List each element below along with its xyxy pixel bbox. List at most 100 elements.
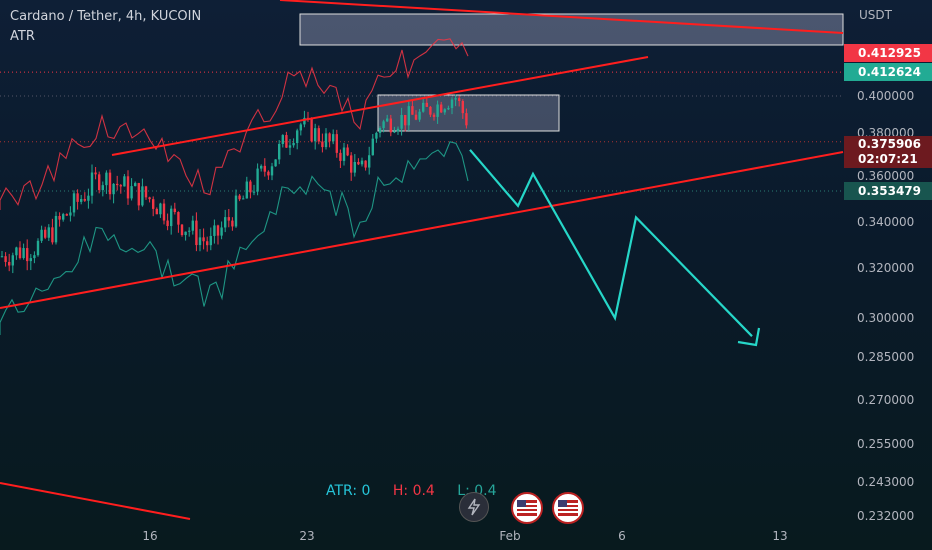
projection-path [469,149,753,337]
candle-body [400,114,403,129]
candle-body [288,145,292,148]
candle-body [447,108,450,110]
candle-body [443,109,446,113]
candle-body [285,135,288,148]
candle-body [26,248,29,262]
candle-body [62,214,65,220]
candle-body [242,198,245,200]
candle-body [33,255,36,259]
candle-body [90,172,94,196]
price-badge-indicator: 0.353479 [844,182,932,200]
candle-body [411,106,414,115]
candle-body [144,186,148,198]
candle-body [112,183,115,195]
x-tick-label: 23 [299,529,314,543]
candle-body [155,208,158,215]
candle-body [454,98,457,100]
candle-body [440,104,443,113]
candle-body [105,172,108,186]
candles-layer [0,94,468,274]
candle-body [87,195,90,201]
candle-body [364,160,367,168]
candle-body [299,124,302,131]
candle-body [425,102,428,107]
candle-body [267,171,270,176]
candle-body [80,198,83,202]
candle-body [393,131,396,133]
candle-body [15,247,18,256]
candle-body [353,161,356,173]
indicator-label: ATR [10,29,35,44]
candle-body [371,138,374,156]
candle-body [152,199,155,209]
zones-layer [299,13,844,132]
last-price: 0.375906 [858,137,922,151]
candle-body [195,220,198,246]
candle-body [375,132,378,139]
candle-body [227,217,230,221]
candle-body [378,127,382,133]
candle-body [465,113,468,126]
candle-body [321,141,324,148]
candle-body [396,128,400,132]
chart-title: Cardano / Tether, 4h, KUCOIN [10,9,202,24]
trend-line [0,151,844,309]
candle-body [422,102,425,112]
y-tick-label: 0.255000 [857,437,914,451]
lightning-icon[interactable] [459,492,489,522]
upper-band-line [0,38,469,210]
candle-body [126,176,130,199]
y-tick-label: 0.340000 [857,215,914,229]
candle-body [328,133,331,142]
candle-body [386,118,389,122]
candle-body [429,106,432,115]
candle-body [173,208,176,213]
candle-body [350,155,353,173]
candle-body [54,215,58,243]
candle-body [162,203,166,221]
supply-zone [299,13,844,46]
candle-body [191,220,194,231]
candle-body [108,172,112,195]
candle-body [368,155,371,168]
candle-body [198,237,202,246]
candle-body [382,121,385,128]
candle-body [360,160,364,165]
candle-body [22,248,25,259]
us-flag-icon[interactable] [552,492,584,524]
candle-body [58,215,61,220]
candle-body [310,118,313,142]
trend-line [0,482,191,520]
candle-body [116,183,119,186]
candle-body [346,147,349,156]
candle-body [184,231,187,236]
candle-body [296,130,299,144]
candle-body [281,135,284,144]
x-tick-label: Feb [499,529,520,543]
projection-arrowhead [737,327,761,347]
candle-body [188,230,191,232]
us-flag-icon[interactable] [511,492,543,524]
candle-body [119,185,122,187]
y-tick-label: 0.360000 [857,169,914,183]
candle-body [245,181,248,199]
candle-body [101,185,104,191]
candle-body [0,256,4,258]
candle-body [170,208,173,227]
candle-body [252,191,256,193]
trend-line [279,0,844,34]
candle-body [76,193,79,202]
candle-body [213,225,216,236]
candle-body [47,227,50,238]
candle-body [4,256,7,262]
trend-line [111,56,649,156]
axis-unit: USDT [859,8,892,22]
candle-body [202,237,205,242]
candle-body [389,118,392,133]
candle-body [130,186,133,199]
y-tick-label: 0.270000 [857,393,914,407]
candle-body [238,195,241,200]
candle-body [278,143,281,160]
candle-body [450,99,454,109]
